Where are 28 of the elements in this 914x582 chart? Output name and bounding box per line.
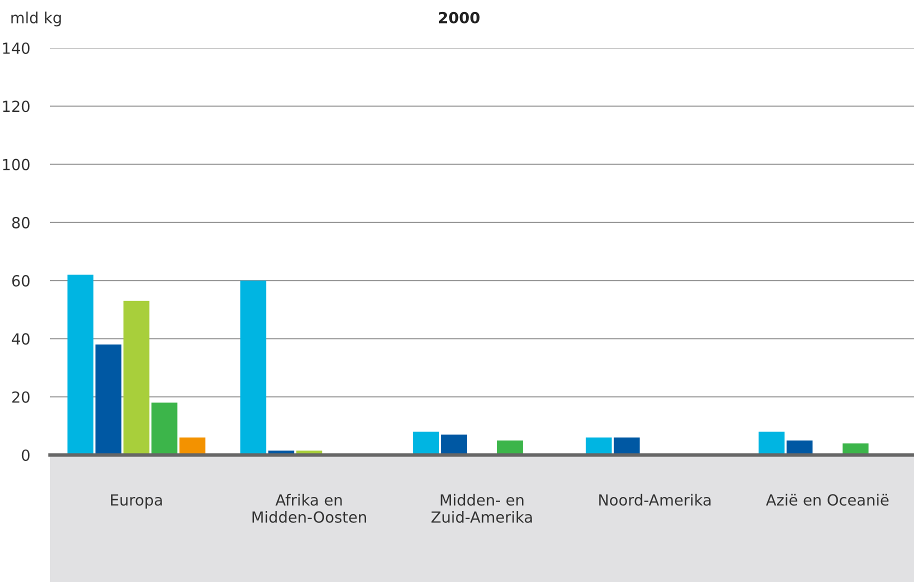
y-tick-label: 120 xyxy=(3,100,30,112)
y-tick-label: 0 xyxy=(22,449,30,462)
bar xyxy=(151,402,178,455)
y-axis-title: mld kg xyxy=(11,12,61,26)
bar xyxy=(123,300,150,455)
bar xyxy=(95,344,122,455)
bar xyxy=(786,440,813,455)
bar xyxy=(441,434,467,455)
bar xyxy=(586,438,612,455)
y-tick-label: 20 xyxy=(12,391,30,403)
bar xyxy=(67,274,94,455)
y-tick-label: 80 xyxy=(12,216,30,228)
bar xyxy=(413,432,439,455)
bar xyxy=(240,280,266,455)
x-tick-label: Europa xyxy=(111,494,162,509)
x-tick-label: Afrika en Midden-Oosten xyxy=(252,494,366,523)
y-tick-label: 60 xyxy=(12,275,30,287)
y-tick-label: 40 xyxy=(12,333,30,345)
bar xyxy=(614,438,640,455)
x-tick-label: Noord-Amerika xyxy=(599,494,711,506)
bar xyxy=(497,440,523,455)
x-tick-label: Midden- en Zuid-Amerika xyxy=(431,494,532,523)
chart-title: 2000 xyxy=(438,12,480,24)
bar xyxy=(758,432,785,455)
x-tick-label: Azië en Oceanië xyxy=(766,494,888,506)
y-tick-label: 100 xyxy=(3,158,30,170)
bar xyxy=(179,438,206,455)
y-tick-label: 140 xyxy=(3,42,30,54)
